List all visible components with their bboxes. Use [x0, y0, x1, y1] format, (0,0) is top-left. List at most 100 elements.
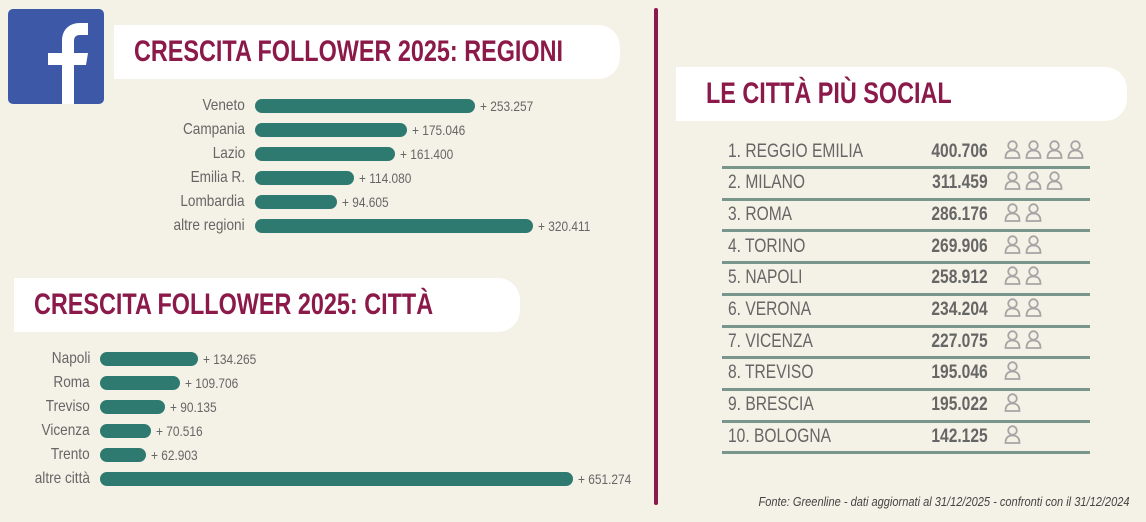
city-name: 6. VERONA: [728, 299, 812, 320]
table-row: 7. VICENZA 227.075: [722, 327, 1090, 360]
region-label: Veneto: [202, 97, 245, 114]
region-label: Campania: [183, 121, 245, 138]
city-followers: 311.459: [932, 172, 988, 194]
person-icons: [1004, 393, 1021, 418]
person-icon: [1004, 393, 1021, 418]
person-icon: [1067, 139, 1084, 164]
person-icon: [1025, 171, 1042, 196]
region-value-label: + 320.411: [538, 218, 591, 234]
city-label: Vicenza: [41, 422, 90, 439]
city-followers: 195.022: [931, 394, 988, 416]
table-row: 2. MILANO 311.459: [722, 169, 1090, 201]
person-icon: [1004, 234, 1021, 259]
cities-title-box: CRESCITA FOLLOWER 2025: CITTÀ: [14, 278, 520, 332]
city-name: 4. TORINO: [728, 235, 806, 257]
person-icon: [1025, 298, 1042, 323]
city-bar: [100, 448, 146, 462]
city-bar: [100, 352, 198, 366]
table-row: 10. BOLOGNA 142.125: [722, 422, 1090, 455]
region-bar: [255, 99, 475, 113]
person-icons: [1004, 171, 1063, 196]
person-icons: [1004, 234, 1042, 259]
source-footer: Fonte: Greenline - dati aggiornati al 31…: [758, 494, 1130, 509]
social-cities-title: LE CITTÀ PIÙ SOCIAL: [706, 77, 952, 110]
region-label: Lazio: [212, 145, 245, 162]
table-row: 9. BRESCIA 195.022: [722, 391, 1090, 423]
person-icon: [1004, 139, 1021, 164]
city-name: 10. BOLOGNA: [728, 425, 832, 447]
city-name: 8. TREVISO: [728, 362, 814, 384]
person-icons: [1004, 329, 1042, 354]
region-bar: [255, 171, 355, 185]
city-label: Roma: [53, 374, 90, 391]
person-icons: [1004, 266, 1042, 291]
city-bar: [100, 424, 152, 438]
city-name: 7. VICENZA: [728, 330, 813, 352]
person-icon: [1025, 202, 1042, 227]
person-icon: [1025, 234, 1042, 259]
facebook-logo: [8, 9, 104, 104]
city-label: Napoli: [51, 350, 90, 367]
table-row: 4. TORINO 269.906: [722, 232, 1090, 265]
person-icon: [1004, 361, 1021, 386]
table-row: 5. NAPOLI 258.912: [722, 264, 1090, 296]
city-bar: [100, 400, 166, 414]
person-icon: [1004, 266, 1021, 291]
city-value-label: + 134.265: [202, 351, 256, 367]
person-icons: [1004, 139, 1084, 164]
region-bar: [255, 195, 338, 209]
city-value-label: + 109.706: [184, 375, 238, 391]
city-name: 3. ROMA: [728, 203, 793, 225]
cities-title: CRESCITA FOLLOWER 2025: CITTÀ: [34, 288, 434, 321]
facebook-icon: [48, 23, 88, 104]
person-icons: [1004, 361, 1021, 386]
city-value-label: + 90.135: [170, 399, 218, 415]
regions-title: CRESCITA FOLLOWER 2025: REGIONI: [134, 35, 564, 68]
city-bar: [100, 376, 180, 390]
table-row: 8. TREVISO 195.046: [722, 359, 1090, 391]
city-followers: 195.046: [931, 362, 988, 384]
person-icons: [1004, 298, 1042, 323]
person-icon: [1004, 171, 1021, 196]
region-label: Lombardia: [180, 193, 245, 210]
region-bar: [255, 147, 396, 161]
city-label: Treviso: [45, 398, 90, 415]
city-followers: 400.706: [931, 140, 988, 162]
region-label: altre regioni: [173, 217, 245, 234]
vertical-divider: [654, 8, 658, 505]
table-row: 1. REGGIO EMILIA 400.706: [722, 137, 1090, 169]
person-icon: [1004, 329, 1021, 354]
region-label: Emilia R.: [190, 169, 245, 186]
regions-title-box: CRESCITA FOLLOWER 2025: REGIONI: [114, 25, 620, 79]
table-row: 6. VERONA 234.204: [722, 296, 1090, 328]
city-name: 2. MILANO: [728, 172, 806, 194]
city-followers: 227.075: [931, 330, 988, 352]
city-name: 9. BRESCIA: [728, 394, 814, 416]
region-bar: [255, 123, 408, 137]
person-icon: [1025, 329, 1042, 354]
region-value-label: + 114.080: [359, 170, 412, 186]
region-value-label: + 161.400: [400, 146, 454, 162]
person-icon: [1046, 139, 1063, 164]
city-followers: 258.912: [931, 267, 988, 289]
city-name: 1. REGGIO EMILIA: [728, 140, 864, 162]
city-followers: 142.125: [931, 425, 988, 447]
region-value-label: + 253.257: [480, 98, 534, 114]
person-icon: [1004, 298, 1021, 323]
city-value-label: + 70.516: [156, 423, 203, 439]
region-bar: [255, 219, 534, 233]
person-icon: [1046, 171, 1063, 196]
person-icon: [1004, 424, 1021, 449]
region-value-label: + 175.046: [412, 122, 466, 138]
city-followers: 286.176: [931, 203, 988, 225]
city-followers: 234.204: [931, 299, 988, 320]
city-label: Trento: [51, 446, 90, 463]
person-icons: [1004, 202, 1042, 227]
city-bar: [100, 472, 573, 486]
city-followers: 269.906: [931, 235, 988, 257]
city-value-label: + 62.903: [150, 447, 198, 463]
social-cities-title-box: LE CITTÀ PIÙ SOCIAL: [676, 67, 1127, 121]
person-icon: [1025, 139, 1042, 164]
city-name: 5. NAPOLI: [728, 267, 803, 289]
person-icons: [1004, 424, 1021, 449]
